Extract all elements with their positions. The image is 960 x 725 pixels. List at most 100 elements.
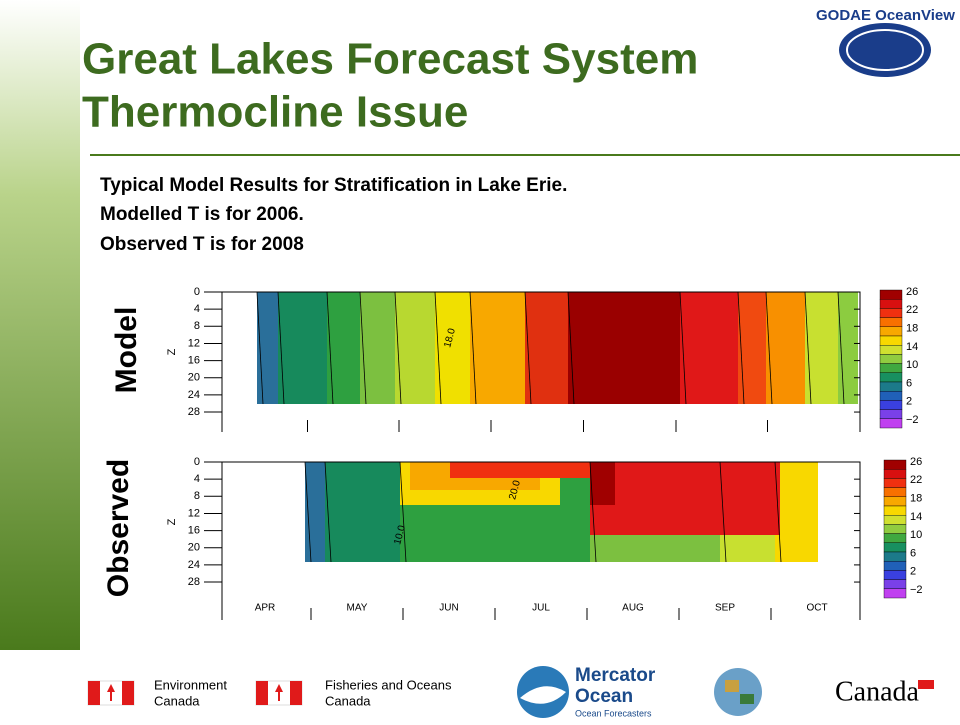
x-tick-label: JUN: [439, 603, 458, 614]
x-tick-label: JUL: [532, 603, 550, 614]
colorbar-band: [883, 533, 907, 543]
contour-line: [567, 291, 575, 405]
colorbar-band: [883, 588, 907, 599]
contour-line: [469, 291, 477, 405]
y-tick-label: 12: [188, 507, 200, 519]
contour-label: 10.0: [392, 524, 408, 546]
temperature-band: [590, 462, 615, 505]
footer-text: Mercator: [575, 665, 656, 686]
temperature-band: [568, 292, 680, 404]
y-tick-label: 28: [188, 406, 200, 418]
colorbar-band: [879, 289, 903, 300]
x-tick-label: JUL: [528, 433, 546, 444]
logo-text: GODAE OceanView: [816, 7, 955, 24]
colorbar-label: −2: [906, 414, 919, 426]
contour-line: [837, 291, 845, 405]
x-tick-label: OCT: [802, 433, 823, 444]
logo-globe-line: [846, 29, 924, 71]
footer-text: Ocean Forecasters: [575, 708, 652, 718]
x-tick-label: AUG: [619, 433, 641, 444]
x-tick-label: AUG: [622, 603, 644, 614]
contour-label: 20.0: [507, 479, 523, 501]
temperature-band: [590, 462, 780, 535]
y-tick-label: 4: [194, 303, 200, 315]
y-tick-label: 12: [188, 337, 200, 349]
y-tick-label: 8: [194, 490, 200, 502]
colorbar-band: [883, 551, 907, 562]
colorbar-label: 6: [910, 547, 916, 559]
temperature-band: [325, 462, 400, 562]
x-tick-label: OCT: [806, 603, 827, 614]
colorbar-band: [883, 524, 907, 534]
temperature-band: [680, 292, 738, 404]
contour-panel: 0 4 8 12 16 20 24 28 Z APR MAY JUN JUL AUG SEP OCT 10.0 2…: [102, 456, 923, 620]
contour-line: [324, 461, 332, 563]
contour-line: [359, 291, 367, 405]
colorbar-band: [883, 459, 907, 470]
panel-label: Observed: [102, 459, 135, 597]
contour-line: [434, 291, 442, 405]
colorbar-label: 18: [910, 493, 922, 505]
colorbar-band: [879, 409, 903, 420]
logo-globe: [839, 23, 931, 77]
colorbar-label: 26: [906, 286, 918, 298]
colorbar-band: [883, 496, 907, 507]
colorbar-band: [883, 561, 907, 571]
x-tick-label: SEP: [712, 433, 732, 444]
contour-line: [737, 291, 745, 405]
y-tick-label: 8: [194, 320, 200, 332]
y-tick-label: 28: [188, 576, 200, 588]
footer-text: Environment: [154, 677, 227, 692]
colorbar-band: [879, 299, 903, 309]
temperature-band: [525, 292, 568, 404]
plot-frame: [221, 461, 861, 620]
contour-line: [719, 461, 727, 563]
x-tick-label: MAY: [347, 603, 368, 614]
panel-body: 0 4 8 12 16 20 24 28 Z APR MAY JUN JUL AUG SEP OCT 18.0: [166, 286, 861, 444]
contour-line: [765, 291, 773, 405]
colorbar-band: [883, 478, 907, 488]
temperature-band: [257, 292, 278, 404]
footer-text: Fisheries and Oceans: [325, 677, 452, 692]
colorbar-band: [879, 354, 903, 364]
colorbar-band: [879, 418, 903, 429]
temperature-band: [775, 462, 818, 562]
colorbar-band: [879, 400, 903, 410]
footer-text: Canada: [154, 693, 200, 708]
y-tick-label: 0: [194, 456, 200, 468]
colorbar-label: 6: [906, 377, 912, 389]
side-bar: [0, 0, 80, 650]
colorbar-band: [883, 542, 907, 553]
temperature-band: [395, 292, 435, 404]
y-tick-label: 16: [188, 525, 200, 537]
footer-text: Ocean: [575, 686, 633, 707]
colorbar-band: [879, 317, 903, 328]
colorbar-band: [879, 363, 903, 374]
x-tick-label: APR: [252, 433, 273, 444]
colorbar-label: 2: [910, 566, 916, 578]
temperature-band: [738, 292, 766, 404]
colorbar-band: [883, 570, 907, 580]
temperature-band: [305, 462, 325, 562]
colorbar-band: [879, 335, 903, 346]
y-tick-label: 16: [188, 355, 200, 367]
x-tick-label: JUN: [435, 433, 454, 444]
x-tick-label: MAY: [343, 433, 364, 444]
plot-frame: [221, 291, 861, 432]
footer-text: Canada: [325, 693, 371, 708]
colorbar-label: 10: [910, 529, 922, 541]
x-tick-label: SEP: [715, 603, 735, 614]
colorbar-label: −2: [910, 584, 923, 596]
y-tick-label: 0: [194, 286, 200, 298]
temperature-band: [278, 292, 327, 404]
y-tick-label: 24: [188, 559, 200, 571]
contour-panel: 0 4 8 12 16 20 24 28 Z APR MAY JUN JUL AUG SEP OCT 18.0 2…: [110, 286, 919, 444]
contour-line: [399, 461, 407, 563]
contour-line: [524, 291, 532, 405]
contour-line: [774, 461, 782, 563]
y-tick-label: 20: [188, 542, 200, 554]
temperature-band: [766, 292, 805, 404]
colorbar-label: 2: [906, 396, 912, 408]
contour-label: 18.0: [442, 327, 458, 349]
